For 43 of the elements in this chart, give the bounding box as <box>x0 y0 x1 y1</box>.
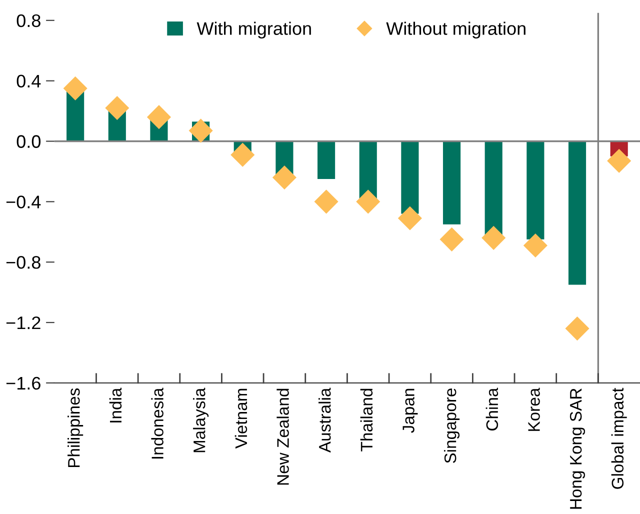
point <box>146 105 171 130</box>
point <box>482 226 506 250</box>
x-tick-label: New Zealand <box>276 388 289 485</box>
y-tick-label: 0.4 <box>16 74 41 88</box>
point <box>440 227 464 252</box>
x-tick-label: Korea <box>528 388 540 431</box>
legend-label: Without migration <box>386 22 526 39</box>
point <box>607 148 632 173</box>
bar <box>526 141 544 240</box>
point <box>105 96 130 120</box>
bar <box>484 141 502 235</box>
y-tick-label: 0.0 <box>16 135 40 148</box>
point <box>523 233 548 258</box>
x-tick-label: Indonesia <box>151 388 164 459</box>
bar <box>401 141 419 214</box>
x-tick-label: Hong Kong SAR <box>570 388 586 509</box>
x-tick-label: Australia <box>318 388 331 453</box>
x-tick-label: Malaysia <box>193 388 209 452</box>
point <box>230 142 255 167</box>
y-tick-label: −0.8 <box>6 256 40 269</box>
x-tick-label: India <box>109 388 122 422</box>
y-tick-label: −1.6 <box>6 376 40 390</box>
legend-label: With migration <box>196 22 311 39</box>
point <box>188 118 213 143</box>
bar <box>442 141 461 224</box>
x-tick-label: Singapore <box>444 388 460 464</box>
y-tick-label: −1.2 <box>6 316 40 330</box>
x-tick-label: Global impact <box>611 388 627 489</box>
x-tick-label: China <box>486 388 498 430</box>
point <box>314 190 338 214</box>
bar <box>568 141 586 285</box>
x-tick-label: Philippines <box>68 388 84 468</box>
x-tick-label: Vietnam <box>234 388 248 449</box>
bar <box>318 141 336 180</box>
y-tick-label: 0.8 <box>16 14 40 28</box>
point <box>565 316 590 341</box>
point <box>356 190 380 214</box>
point <box>398 206 422 230</box>
point <box>63 76 88 100</box>
y-tick-label: −0.4 <box>6 196 41 208</box>
x-tick-label: Japan <box>402 388 418 433</box>
point <box>272 165 296 190</box>
x-tick-label: Thailand <box>360 388 373 452</box>
